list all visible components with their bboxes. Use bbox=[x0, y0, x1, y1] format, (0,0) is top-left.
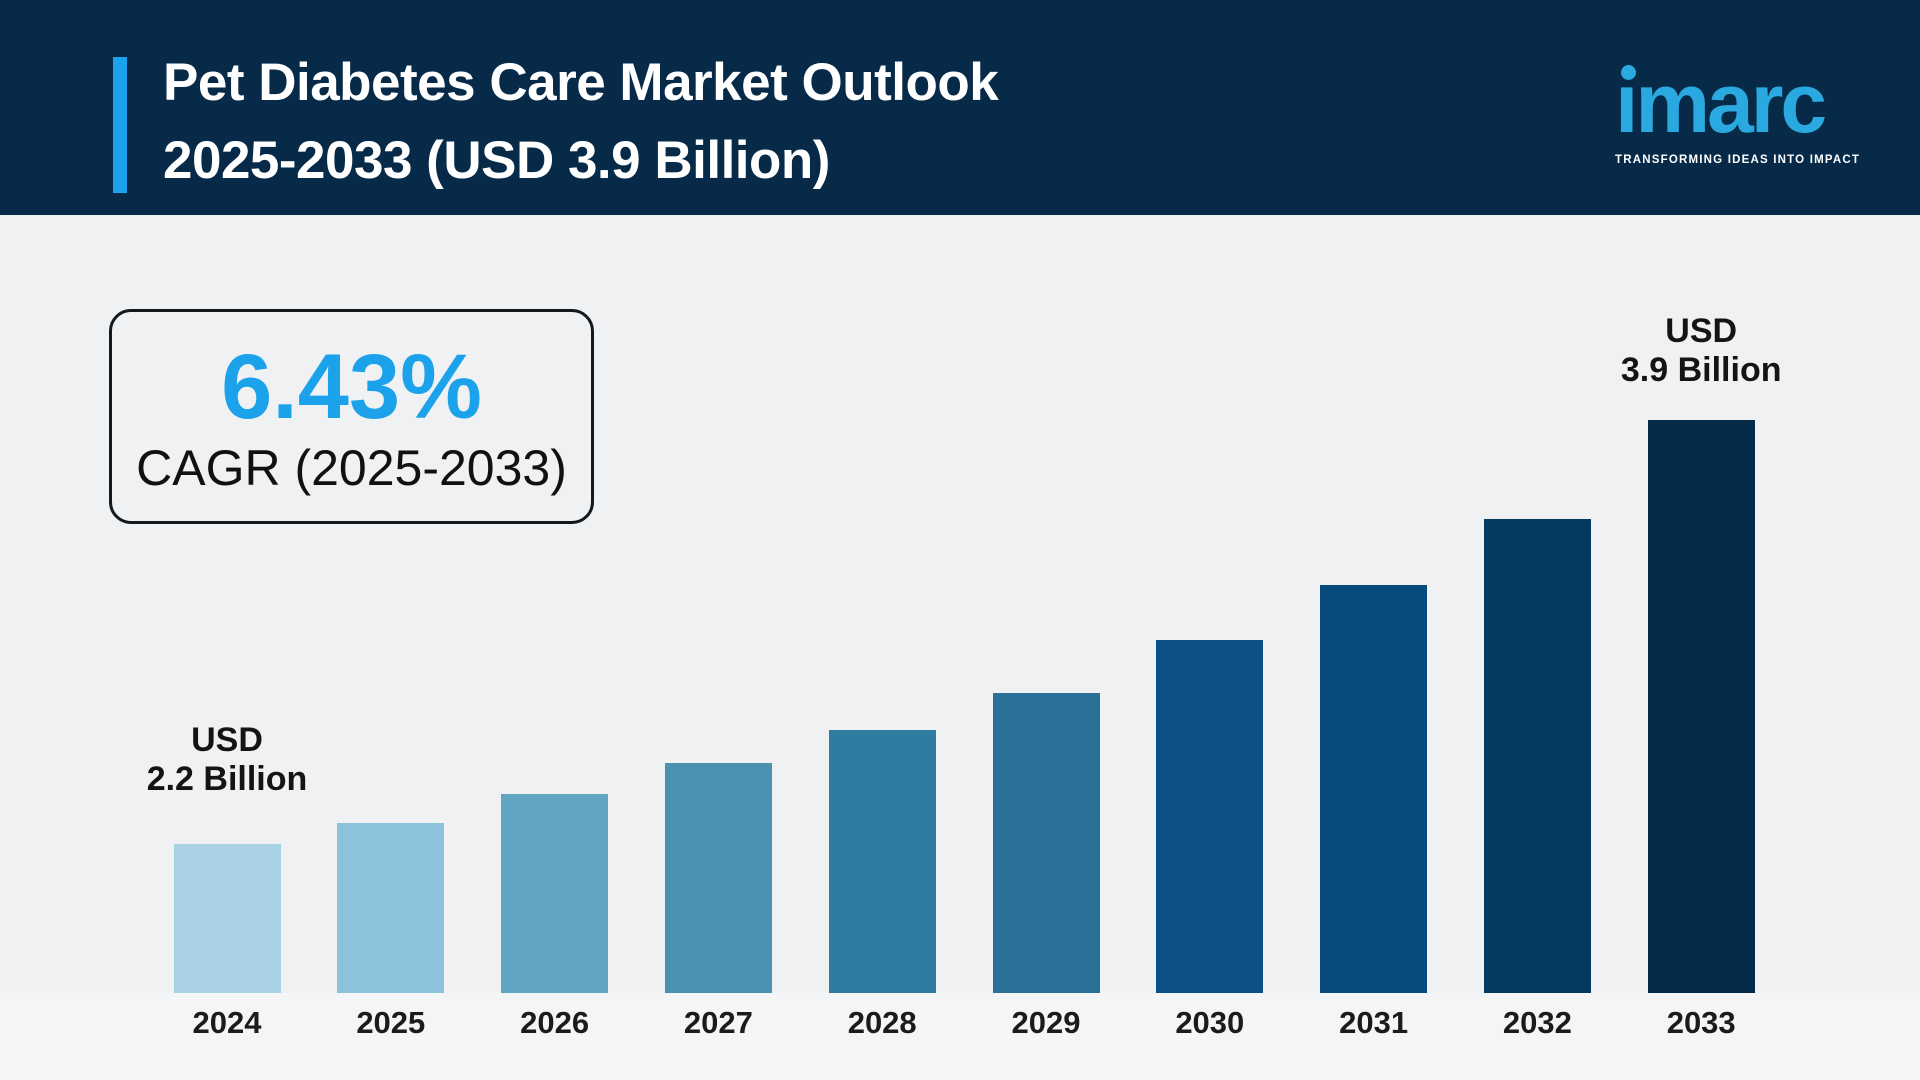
bar-2029 bbox=[992, 693, 1100, 993]
x-axis-label-2025: 2025 bbox=[356, 1005, 426, 1040]
bar-2033 bbox=[1647, 420, 1755, 993]
title-accent-bar bbox=[113, 57, 127, 193]
x-axis-label-2032: 2032 bbox=[1502, 1005, 1572, 1040]
bar-chart: USD 2.2 Billion USD 3.9 Billion 2024 2025… bbox=[0, 215, 1920, 1080]
bar-2028 bbox=[828, 730, 936, 993]
imarc-logo: ımarc TRANSFORMING IDEAS INTO IMPACT bbox=[1615, 56, 1865, 166]
x-axis-baseline-strip bbox=[0, 993, 1920, 1080]
first-bar-value-label-line2: 2.2 Billion bbox=[146, 760, 308, 798]
cagr-label: CAGR (2025-2033) bbox=[136, 439, 567, 496]
x-axis-label-2024: 2024 bbox=[192, 1005, 262, 1040]
imarc-logo-tagline: TRANSFORMING IDEAS INTO IMPACT bbox=[1615, 154, 1861, 166]
x-axis-label-2033: 2033 bbox=[1666, 1005, 1736, 1040]
page-title-line1: Pet Diabetes Care Market Outlook bbox=[163, 53, 999, 112]
x-axis-label-2027: 2027 bbox=[683, 1005, 753, 1040]
x-axis-label-2029: 2029 bbox=[1011, 1005, 1081, 1040]
last-bar-value-label-line1: USD bbox=[1665, 312, 1738, 350]
cagr-badge: 6.43% CAGR (2025-2033) bbox=[109, 309, 594, 524]
header-banner: Pet Diabetes Care Market Outlook 2025-20… bbox=[0, 0, 1920, 215]
cagr-value: 6.43% bbox=[221, 335, 482, 438]
imarc-logo-dot-icon bbox=[1621, 65, 1636, 80]
page-title: Pet Diabetes Care Market Outlook 2025-20… bbox=[163, 44, 999, 200]
bar-2026 bbox=[501, 794, 609, 993]
imarc-logo-wordmark: ımarc bbox=[1615, 56, 1827, 150]
bar-2030 bbox=[1156, 640, 1264, 993]
first-bar-value-label: USD 2.2 Billion bbox=[97, 721, 357, 799]
x-axis-label-2030: 2030 bbox=[1175, 1005, 1245, 1040]
x-axis-label-2028: 2028 bbox=[847, 1005, 917, 1040]
bar-2032 bbox=[1483, 519, 1591, 993]
first-bar-value-label-line1: USD bbox=[191, 721, 263, 759]
bar-2031 bbox=[1320, 585, 1428, 993]
last-bar-value-label: USD 3.9 Billion bbox=[1571, 312, 1831, 390]
page-title-line2: 2025-2033 (USD 3.9 Billion) bbox=[163, 131, 830, 190]
x-axis-label-2026: 2026 bbox=[520, 1005, 590, 1040]
bar-2027 bbox=[664, 763, 772, 993]
x-axis-label-2031: 2031 bbox=[1339, 1005, 1409, 1040]
last-bar-value-label-line2: 3.9 Billion bbox=[1620, 351, 1782, 389]
bar-2024 bbox=[173, 844, 281, 993]
bar-2025 bbox=[337, 823, 445, 993]
